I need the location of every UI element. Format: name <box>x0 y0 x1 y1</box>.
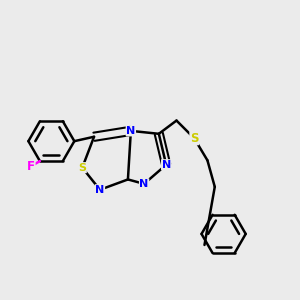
Text: N: N <box>162 160 171 170</box>
Text: N: N <box>95 185 105 195</box>
Text: F: F <box>27 160 35 173</box>
Text: N: N <box>126 126 136 136</box>
Text: N: N <box>140 179 149 189</box>
Text: S: S <box>190 132 198 145</box>
Text: S: S <box>78 163 86 173</box>
